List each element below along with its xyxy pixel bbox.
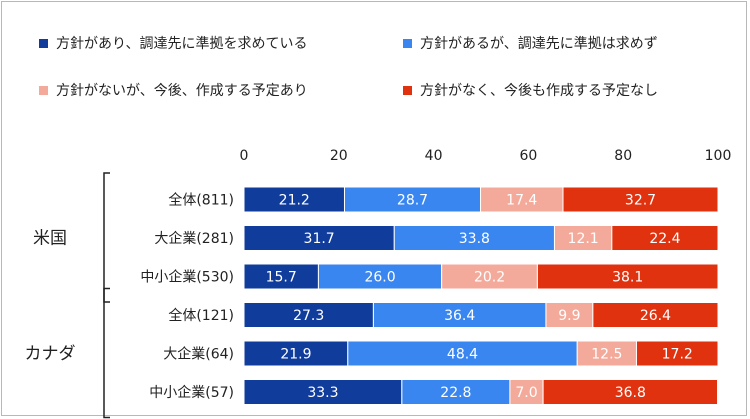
bar-segment xyxy=(401,379,511,405)
data-label: 12.1 xyxy=(568,231,599,247)
bar-segment xyxy=(592,302,719,328)
data-label: 36.8 xyxy=(615,385,646,401)
bar-segment xyxy=(317,263,443,290)
bar-segment xyxy=(509,379,544,405)
bar-segment xyxy=(542,379,719,405)
bar-segment xyxy=(635,340,719,367)
data-label: 27.3 xyxy=(293,308,324,324)
bar-segment xyxy=(372,302,547,328)
data-label: 17.2 xyxy=(662,347,693,363)
data-label: 36.4 xyxy=(444,308,475,324)
x-tick-label: 0 xyxy=(240,148,249,164)
category-label: 中小企業(530) xyxy=(140,269,234,286)
data-label: 21.2 xyxy=(279,193,310,209)
legend-label-3: 方針がないが、今後、作成する予定あり xyxy=(56,83,308,99)
category-label: 大企業(281) xyxy=(154,230,234,247)
category-label: 全体(811) xyxy=(168,192,234,209)
data-label: 28.7 xyxy=(397,193,428,209)
data-label: 33.3 xyxy=(307,385,338,401)
data-label: 17.4 xyxy=(506,193,537,209)
legend-item-2: 方針があるが、調達先に準拠は求めず xyxy=(403,33,658,53)
bar-segment xyxy=(243,379,403,405)
group-bracket xyxy=(103,287,110,419)
x-tick-label: 20 xyxy=(330,148,348,164)
bar-segment xyxy=(545,302,594,328)
data-label: 22.4 xyxy=(649,231,680,247)
x-tick-label: 40 xyxy=(425,148,443,164)
legend-label-2: 方針があるが、調達先に準拠は求めず xyxy=(420,36,658,52)
data-label: 20.2 xyxy=(474,270,505,286)
category-label: 全体(121) xyxy=(168,307,234,324)
data-label: 26.4 xyxy=(640,308,671,324)
bar-segment xyxy=(347,340,578,367)
bar-segment xyxy=(393,225,555,251)
legend-swatch-4 xyxy=(403,85,412,95)
legend-item-1: 方針があり、調達先に準拠を求めている xyxy=(39,33,307,53)
bar-segment xyxy=(576,340,637,367)
group-label: 米国 xyxy=(33,229,67,249)
bar-segment xyxy=(243,186,345,213)
data-label: 48.4 xyxy=(447,347,478,363)
bar-segment xyxy=(562,186,719,213)
data-label: 22.8 xyxy=(440,385,471,401)
data-label: 15.7 xyxy=(266,270,297,286)
legend-swatch-2 xyxy=(403,38,412,48)
bar-segment xyxy=(536,263,719,290)
data-label: 33.8 xyxy=(459,231,490,247)
bar-segment xyxy=(343,186,482,213)
data-label: 12.5 xyxy=(591,347,622,363)
data-label: 31.7 xyxy=(304,231,335,247)
bar-segment xyxy=(611,225,719,251)
group-bracket xyxy=(103,172,110,303)
data-label: 32.7 xyxy=(625,193,656,209)
legend-swatch-3 xyxy=(39,85,48,95)
x-tick-label: 60 xyxy=(519,148,537,164)
group-label: カナダ xyxy=(25,344,76,364)
legend-label-1: 方針があり、調達先に準拠を求めている xyxy=(56,36,308,52)
legend-swatch-1 xyxy=(39,38,48,48)
x-tick-label: 100 xyxy=(705,148,732,164)
data-label: 7.0 xyxy=(515,385,537,401)
category-label: 大企業(64) xyxy=(163,346,234,363)
data-label: 38.1 xyxy=(612,270,643,286)
legend-item-4: 方針がなく、今後も作成する予定なし xyxy=(403,80,658,100)
data-label: 26.0 xyxy=(364,270,395,286)
data-label: 21.9 xyxy=(280,347,311,363)
data-label: 9.9 xyxy=(558,308,580,324)
category-label: 中小企業(57) xyxy=(149,384,234,401)
bar-segment xyxy=(243,340,349,367)
legend-item-3: 方針がないが、今後、作成する予定あり xyxy=(39,80,308,100)
x-tick-label: 80 xyxy=(614,148,632,164)
legend-label-4: 方針がなく、今後も作成する予定なし xyxy=(420,83,658,99)
